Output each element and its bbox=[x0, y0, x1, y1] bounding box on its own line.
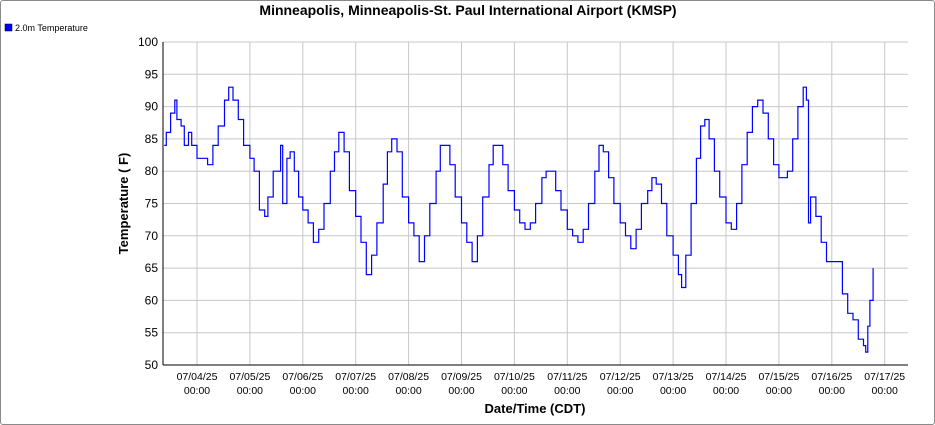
y-tick-label: 100 bbox=[138, 35, 158, 49]
legend-label: 2.0m Temperature bbox=[15, 23, 88, 33]
y-tick-label: 60 bbox=[145, 293, 159, 307]
x-tick-time: 00:00 bbox=[766, 385, 792, 397]
x-tick-date: 07/08/25 bbox=[388, 371, 429, 383]
x-tick-time: 00:00 bbox=[395, 385, 421, 397]
x-tick-time: 00:00 bbox=[872, 385, 898, 397]
y-tick-label: 95 bbox=[145, 67, 159, 81]
x-axis-title: Date/Time (CDT) bbox=[485, 401, 586, 416]
x-tick-time: 00:00 bbox=[237, 385, 263, 397]
x-tick-date: 07/17/25 bbox=[864, 371, 905, 383]
x-tick-date: 07/09/25 bbox=[441, 371, 482, 383]
x-tick-time: 00:00 bbox=[184, 385, 210, 397]
y-tick-label: 50 bbox=[145, 358, 159, 372]
x-tick-date: 07/05/25 bbox=[229, 371, 270, 383]
y-tick-label: 90 bbox=[145, 100, 159, 114]
x-tick-date: 07/04/25 bbox=[177, 371, 218, 383]
series-line-temperature bbox=[164, 86, 874, 353]
x-tick-date: 07/12/25 bbox=[600, 371, 641, 383]
x-tick-date: 07/14/25 bbox=[706, 371, 747, 383]
x-tick-time: 00:00 bbox=[501, 385, 527, 397]
x-tick-time: 00:00 bbox=[343, 385, 369, 397]
chart-title: Minneapolis, Minneapolis-St. Paul Intern… bbox=[259, 2, 676, 18]
y-tick-label: 85 bbox=[145, 132, 159, 146]
x-tick-time: 00:00 bbox=[448, 385, 474, 397]
x-tick-date: 07/15/25 bbox=[758, 371, 799, 383]
x-tick-time: 00:00 bbox=[607, 385, 633, 397]
x-tick-time: 00:00 bbox=[290, 385, 316, 397]
y-tick-label: 55 bbox=[145, 326, 159, 340]
x-tick-time: 00:00 bbox=[660, 385, 686, 397]
x-tick-date: 07/07/25 bbox=[335, 371, 376, 383]
legend-swatch bbox=[4, 23, 13, 32]
x-tick-date: 07/16/25 bbox=[811, 371, 852, 383]
y-tick-label: 70 bbox=[145, 229, 159, 243]
x-tick-date: 07/10/25 bbox=[494, 371, 535, 383]
x-tick-time: 00:00 bbox=[554, 385, 580, 397]
y-axis-title: Temperature ( F) bbox=[116, 153, 131, 255]
x-tick-date: 07/13/25 bbox=[653, 371, 694, 383]
x-tick-date: 07/06/25 bbox=[282, 371, 323, 383]
x-tick-time: 00:00 bbox=[819, 385, 845, 397]
y-tick-label: 75 bbox=[145, 197, 159, 211]
x-tick-date: 07/11/25 bbox=[547, 371, 587, 383]
x-tick-time: 00:00 bbox=[713, 385, 739, 397]
y-tick-label: 80 bbox=[145, 164, 159, 178]
y-tick-label: 65 bbox=[145, 261, 159, 275]
